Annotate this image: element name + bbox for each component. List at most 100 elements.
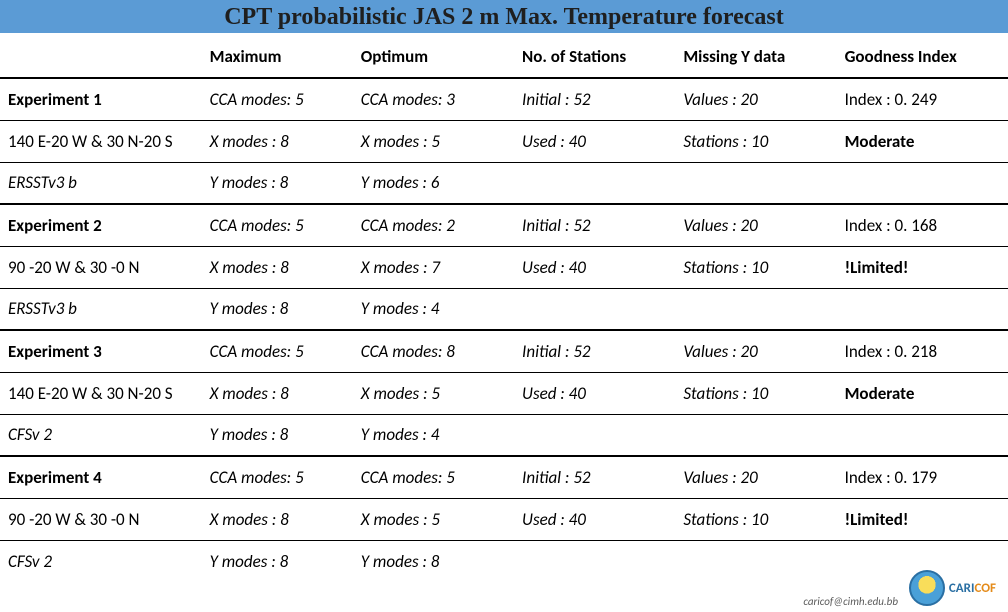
table-cell [514, 414, 675, 456]
table-cell: Index : 0. 218 [837, 330, 1008, 372]
table-cell: Moderate [837, 120, 1008, 162]
table-cell: Values : 20 [675, 78, 836, 120]
table-cell [514, 288, 675, 330]
table-cell: 90 -20 W & 30 -0 N [0, 246, 202, 288]
logo-icon [909, 570, 945, 606]
table-cell: Index : 0. 179 [837, 456, 1008, 498]
table-cell: 140 E-20 W & 30 N-20 S [0, 372, 202, 414]
table-cell: CFSv 2 [0, 540, 202, 582]
table-cell: Stations : 10 [675, 372, 836, 414]
table-cell: !Limited! [837, 498, 1008, 540]
table-cell: Y modes : 8 [353, 540, 514, 582]
table-row: Experiment 1CCA modes: 5CCA modes: 3Init… [0, 78, 1008, 120]
table-cell: CCA modes: 5 [202, 78, 353, 120]
table-cell: !Limited! [837, 246, 1008, 288]
col-header-5: Goodness Index [837, 36, 1008, 78]
table-cell: Experiment 3 [0, 330, 202, 372]
table-cell [514, 162, 675, 204]
table-cell [675, 414, 836, 456]
brand-logo: CARICOF [909, 570, 996, 606]
table-cell: Y modes : 6 [353, 162, 514, 204]
table-row: ERSSTv3 bY modes : 8Y modes : 4 [0, 288, 1008, 330]
table-row: Experiment 2CCA modes: 5CCA modes: 2Init… [0, 204, 1008, 246]
table-cell: Initial : 52 [514, 78, 675, 120]
table-cell: Used : 40 [514, 246, 675, 288]
table-cell: Values : 20 [675, 330, 836, 372]
table-cell: Stations : 10 [675, 120, 836, 162]
table-cell [837, 414, 1008, 456]
table-cell [514, 540, 675, 582]
col-header-3: No. of Stations [514, 36, 675, 78]
table-cell: Y modes : 4 [353, 288, 514, 330]
table-cell: Values : 20 [675, 204, 836, 246]
table-cell [837, 288, 1008, 330]
table-row: 140 E-20 W & 30 N-20 SX modes : 8X modes… [0, 120, 1008, 162]
table-cell: CCA modes: 5 [353, 456, 514, 498]
table-row: CFSv 2Y modes : 8Y modes : 8 [0, 540, 1008, 582]
footer-email: caricof@cimh.edu.bb [803, 595, 898, 608]
table-cell: CCA modes: 2 [353, 204, 514, 246]
table-cell [837, 162, 1008, 204]
table-cell: X modes : 8 [202, 372, 353, 414]
table-cell: X modes : 8 [202, 120, 353, 162]
table-cell: ERSSTv3 b [0, 288, 202, 330]
table-row: Experiment 3CCA modes: 5CCA modes: 8Init… [0, 330, 1008, 372]
table-cell: X modes : 5 [353, 372, 514, 414]
table-cell: Y modes : 8 [202, 540, 353, 582]
table-body: Experiment 1CCA modes: 5CCA modes: 3Init… [0, 78, 1008, 582]
table-row: 140 E-20 W & 30 N-20 SX modes : 8X modes… [0, 372, 1008, 414]
table-cell: CCA modes: 3 [353, 78, 514, 120]
table-cell: Used : 40 [514, 120, 675, 162]
table-cell: CFSv 2 [0, 414, 202, 456]
table-cell: X modes : 7 [353, 246, 514, 288]
table-cell: X modes : 5 [353, 120, 514, 162]
table-cell: Y modes : 4 [353, 414, 514, 456]
col-header-4: Missing Y data [675, 36, 836, 78]
logo-text-b: COF [974, 581, 996, 596]
table-row: 90 -20 W & 30 -0 NX modes : 8X modes : 7… [0, 246, 1008, 288]
table-cell: Stations : 10 [675, 246, 836, 288]
table-cell: Values : 20 [675, 456, 836, 498]
table-cell: CCA modes: 5 [202, 456, 353, 498]
table-header-row: Maximum Optimum No. of Stations Missing … [0, 36, 1008, 78]
table-cell: Initial : 52 [514, 204, 675, 246]
table-cell: Y modes : 8 [202, 162, 353, 204]
table-cell [675, 540, 836, 582]
table-cell: CCA modes: 5 [202, 204, 353, 246]
col-header-2: Optimum [353, 36, 514, 78]
table-cell [675, 162, 836, 204]
table-cell: Index : 0. 249 [837, 78, 1008, 120]
table-cell: CCA modes: 5 [202, 330, 353, 372]
table-cell: 90 -20 W & 30 -0 N [0, 498, 202, 540]
table-row: 90 -20 W & 30 -0 NX modes : 8X modes : 5… [0, 498, 1008, 540]
table-cell: ERSSTv3 b [0, 162, 202, 204]
page-title: CPT probabilistic JAS 2 m Max. Temperatu… [0, 0, 1008, 36]
table-cell: Stations : 10 [675, 498, 836, 540]
table-cell: Experiment 4 [0, 456, 202, 498]
forecast-table: Maximum Optimum No. of Stations Missing … [0, 36, 1008, 582]
table-cell: Y modes : 8 [202, 288, 353, 330]
table-cell: Moderate [837, 372, 1008, 414]
table-cell: Index : 0. 168 [837, 204, 1008, 246]
table-row: CFSv 2Y modes : 8Y modes : 4 [0, 414, 1008, 456]
table-cell: X modes : 5 [353, 498, 514, 540]
table-cell: Experiment 1 [0, 78, 202, 120]
logo-text-a: CARI [949, 581, 975, 596]
table-cell: Initial : 52 [514, 456, 675, 498]
col-header-1: Maximum [202, 36, 353, 78]
title-text: CPT probabilistic JAS 2 m Max. Temperatu… [224, 4, 784, 30]
table-cell: 140 E-20 W & 30 N-20 S [0, 120, 202, 162]
table-row: Experiment 4CCA modes: 5CCA modes: 5Init… [0, 456, 1008, 498]
table-cell: X modes : 8 [202, 246, 353, 288]
table-cell: Y modes : 8 [202, 414, 353, 456]
table-row: ERSSTv3 bY modes : 8Y modes : 6 [0, 162, 1008, 204]
logo-text: CARICOF [949, 581, 996, 596]
table-cell: X modes : 8 [202, 498, 353, 540]
table-cell: CCA modes: 8 [353, 330, 514, 372]
table-cell: Initial : 52 [514, 330, 675, 372]
col-header-0 [0, 36, 202, 78]
table-cell: Experiment 2 [0, 204, 202, 246]
table-cell: Used : 40 [514, 498, 675, 540]
table-cell [675, 288, 836, 330]
table-cell: Used : 40 [514, 372, 675, 414]
